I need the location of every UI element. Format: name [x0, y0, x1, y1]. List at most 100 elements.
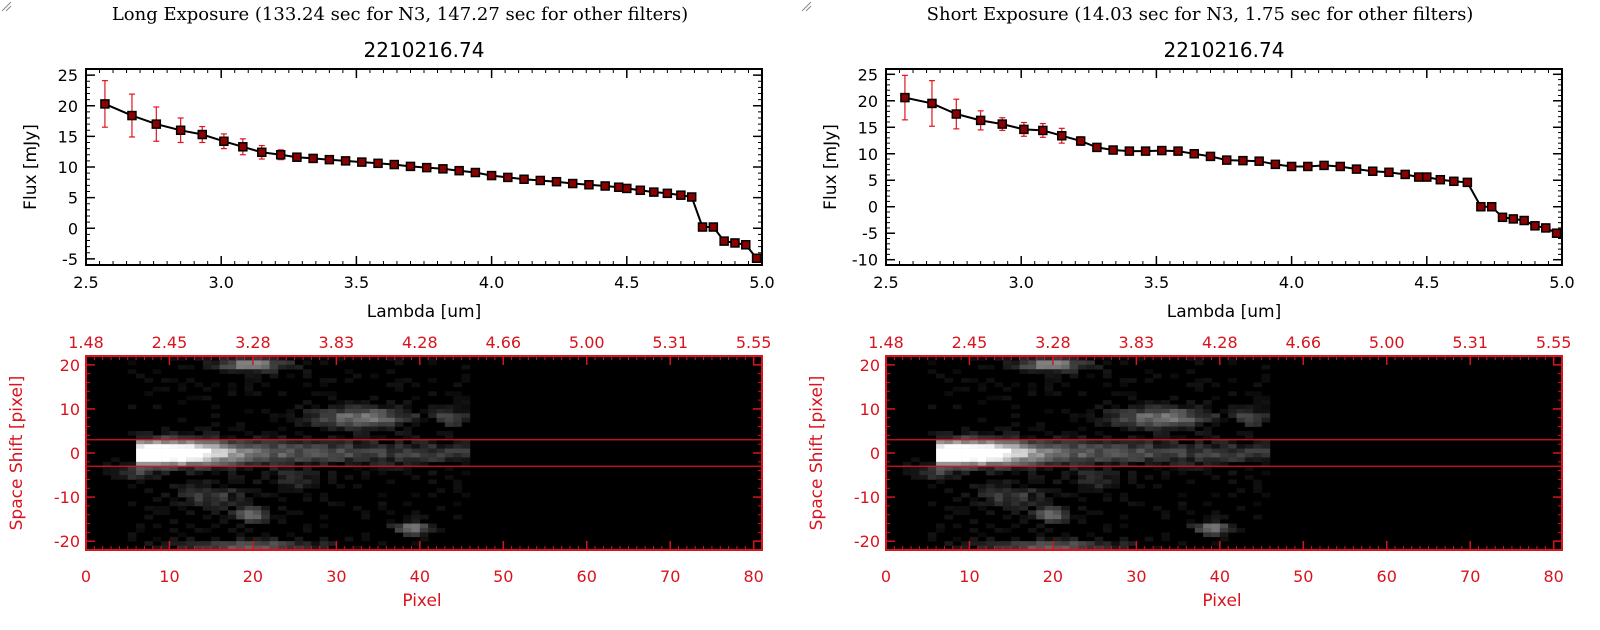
image-pixel — [394, 422, 404, 427]
image-pixel — [219, 369, 229, 374]
image-pixel — [1211, 541, 1221, 546]
image-pixel — [361, 439, 371, 445]
image-pixel — [436, 505, 446, 511]
image-pixel — [1236, 505, 1246, 511]
image-pixel — [986, 488, 995, 493]
image-pixel — [244, 461, 254, 467]
image-pixel — [461, 448, 471, 454]
image-pixel — [369, 453, 379, 458]
image-pixel — [952, 439, 962, 445]
image-pixel — [336, 417, 346, 423]
image-pixel — [936, 527, 945, 533]
image-pixel — [169, 527, 179, 533]
image-pixel — [294, 488, 304, 493]
x-tick-label: 20 — [243, 567, 263, 586]
image-pixel — [1211, 382, 1221, 388]
image-pixel — [1102, 523, 1112, 529]
image-pixel — [1002, 448, 1012, 454]
image-pixel — [353, 505, 362, 511]
image-pixel — [394, 413, 404, 419]
image-pixel — [419, 527, 429, 533]
image-pixel — [952, 453, 962, 458]
image-pixel — [969, 536, 979, 542]
image-pixel — [952, 505, 962, 511]
image-pixel — [1069, 492, 1079, 498]
image-pixel — [1119, 497, 1129, 502]
image-pixel — [336, 448, 346, 454]
image-pixel — [361, 404, 371, 410]
image-pixel — [428, 444, 437, 449]
image-pixel — [169, 448, 179, 454]
image-pixel — [1211, 435, 1221, 441]
image-pixel — [177, 483, 187, 489]
image-pixel — [328, 448, 337, 454]
image-pixel — [1161, 444, 1171, 449]
resize-grip-icon[interactable] — [800, 0, 812, 12]
image-pixel — [977, 501, 987, 507]
image-pixel — [1027, 514, 1037, 520]
image-pixel — [1044, 448, 1054, 454]
image-pixel — [1011, 435, 1020, 441]
image-pixel — [1244, 435, 1254, 441]
image-pixel — [444, 422, 454, 427]
image-pixel — [1002, 541, 1012, 546]
image-pixel — [219, 448, 229, 454]
image-pixel — [328, 435, 337, 441]
image-pixel — [1011, 448, 1020, 454]
image-pixel — [378, 448, 387, 454]
x-tick-label: 5.0 — [1549, 273, 1574, 292]
image-pixel — [136, 435, 145, 441]
image-pixel — [261, 360, 270, 366]
image-pixel — [1086, 483, 1095, 489]
image-pixel — [353, 373, 362, 379]
y-tick-label: 15 — [58, 127, 78, 146]
image-pixel — [252, 360, 262, 366]
image-pixel — [319, 444, 329, 449]
image-pixel — [211, 422, 220, 427]
x-axis-label: Lambda [um] — [1167, 302, 1281, 322]
resize-grip-icon[interactable] — [0, 0, 12, 12]
top-tick-label: 1.48 — [868, 333, 904, 352]
image-pixel — [1144, 400, 1154, 405]
image-pixel — [1178, 417, 1187, 423]
image-pixel — [1178, 444, 1187, 449]
image-pixel — [444, 413, 454, 419]
image-pixel — [986, 448, 995, 454]
image-pixel — [361, 422, 371, 427]
image-pixel — [177, 532, 187, 538]
image-pixel — [1261, 453, 1271, 458]
image-pixel — [194, 453, 204, 458]
image-pixel — [311, 545, 320, 551]
data-point — [730, 238, 740, 248]
image-pixel — [1153, 483, 1162, 489]
image-pixel — [1153, 461, 1162, 467]
image-pixel — [961, 444, 970, 449]
data-point — [503, 172, 513, 183]
image-pixel — [286, 364, 295, 370]
top-tick-label: 4.28 — [402, 333, 438, 352]
image-pixel — [411, 413, 421, 419]
image-pixel — [1011, 492, 1020, 498]
image-pixel — [1094, 422, 1104, 427]
image-pixel — [1161, 453, 1171, 458]
image-pixel — [403, 532, 412, 538]
image-pixel — [328, 408, 337, 414]
image-pixel — [436, 457, 446, 463]
y-tick-label: 5 — [68, 189, 78, 208]
image-pixel — [436, 527, 446, 533]
image-pixel — [952, 497, 962, 502]
image-pixel — [161, 430, 170, 436]
image-pixel — [236, 426, 245, 432]
image-pixel — [319, 382, 329, 388]
image-pixel — [186, 395, 195, 401]
image-pixel — [386, 510, 396, 516]
image-pixel — [1027, 439, 1037, 445]
image-pixel — [302, 444, 312, 449]
image-pixel — [302, 453, 312, 458]
image-pixel — [202, 386, 212, 392]
image-pixel — [1178, 448, 1187, 454]
image-pixel — [1244, 444, 1254, 449]
data-point — [1384, 167, 1394, 178]
image-pixel — [1144, 413, 1154, 419]
image-pixel — [261, 439, 270, 445]
